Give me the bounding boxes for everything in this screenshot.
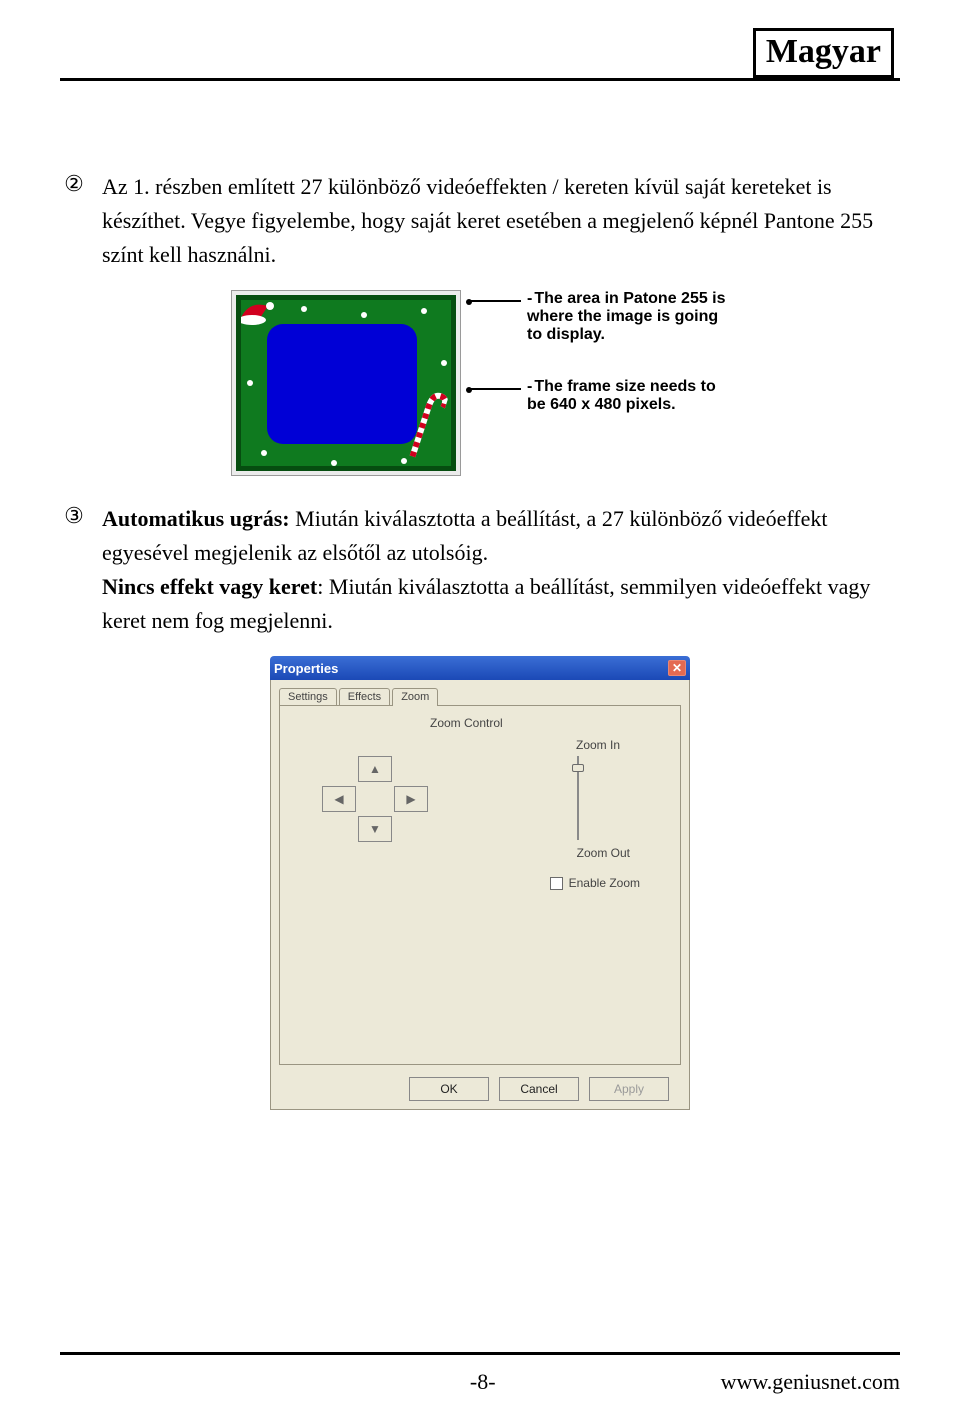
no-effect-label: Nincs effekt vagy keret [102, 574, 317, 599]
dialog-body: Settings Effects Zoom Zoom Control Zoom … [270, 680, 690, 1110]
figure-1: -The area in Patone 255 is where the ima… [60, 290, 900, 476]
enable-zoom-checkbox[interactable] [550, 877, 563, 890]
dialog-title: Properties [274, 661, 338, 676]
pan-up-button[interactable]: ▲ [358, 756, 392, 782]
callout-2: -The frame size needs to be 640 x 480 pi… [469, 378, 729, 414]
zoom-in-label: Zoom In [576, 738, 620, 752]
page: Magyar ② Az 1. részben említett 27 külön… [0, 0, 960, 1415]
enable-zoom-label: Enable Zoom [569, 876, 640, 890]
zoom-tab-pane: Zoom Control Zoom In Zoom Out ▲ ◀ ▶ ▼ [279, 705, 681, 1065]
close-icon[interactable]: ✕ [668, 660, 686, 676]
auto-jump-label: Automatikus ugrás: [102, 506, 290, 531]
zoom-slider[interactable] [571, 756, 585, 840]
enable-zoom-row[interactable]: Enable Zoom [550, 876, 640, 890]
marker-3: ③ [60, 502, 88, 530]
language-badge: Magyar [753, 28, 894, 78]
pan-right-button[interactable]: ▶ [394, 786, 428, 812]
pan-down-button[interactable]: ▼ [358, 816, 392, 842]
page-header: Magyar [60, 28, 900, 82]
cancel-button[interactable]: Cancel [499, 1077, 579, 1101]
pan-left-button[interactable]: ◀ [322, 786, 356, 812]
page-body: ② Az 1. részben említett 27 különböző vi… [60, 82, 900, 1110]
christmas-frame [236, 295, 456, 471]
tab-zoom[interactable]: Zoom [392, 688, 438, 706]
section-2-text: Az 1. részben említett 27 különböző vide… [102, 170, 900, 272]
pantone-255-area [267, 324, 417, 444]
pan-dpad: ▲ ◀ ▶ ▼ [320, 756, 430, 846]
header-rule [60, 78, 900, 81]
page-footer: . -8- www.geniusnet.com [60, 1369, 900, 1395]
section-2: ② Az 1. részben említett 27 különböző vi… [60, 170, 900, 272]
tab-effects[interactable]: Effects [339, 688, 390, 706]
titlebar: Properties ✕ [270, 656, 690, 680]
frame-container [231, 290, 461, 476]
section-3-text: Automatikus ugrás: Miután kiválasztotta … [102, 502, 900, 638]
tab-bar: Settings Effects Zoom [279, 688, 681, 706]
santa-hat-icon [238, 298, 278, 328]
page-number: -8- [470, 1369, 496, 1395]
footer-rule [60, 1352, 900, 1355]
figure-callouts: -The area in Patone 255 is where the ima… [469, 290, 729, 448]
tab-settings[interactable]: Settings [279, 688, 337, 706]
zoom-slider-thumb[interactable] [572, 764, 584, 772]
footer-url: www.geniusnet.com [721, 1369, 900, 1395]
dialog-button-row: OK Cancel Apply [271, 1077, 689, 1101]
section-3: ③ Automatikus ugrás: Miután kiválasztott… [60, 502, 900, 638]
apply-button[interactable]: Apply [589, 1077, 669, 1101]
zoom-control-group-label: Zoom Control [430, 716, 503, 730]
properties-dialog-figure: Properties ✕ Settings Effects Zoom Zoom … [60, 656, 900, 1110]
zoom-out-label: Zoom Out [577, 846, 630, 860]
callout-2-text: The frame size needs to be 640 x 480 pix… [527, 378, 716, 413]
marker-2: ② [60, 170, 88, 198]
ok-button[interactable]: OK [409, 1077, 489, 1101]
callout-1: -The area in Patone 255 is where the ima… [469, 290, 729, 344]
callout-1-text: The area in Patone 255 is where the imag… [527, 290, 726, 343]
properties-dialog: Properties ✕ Settings Effects Zoom Zoom … [270, 656, 690, 1110]
